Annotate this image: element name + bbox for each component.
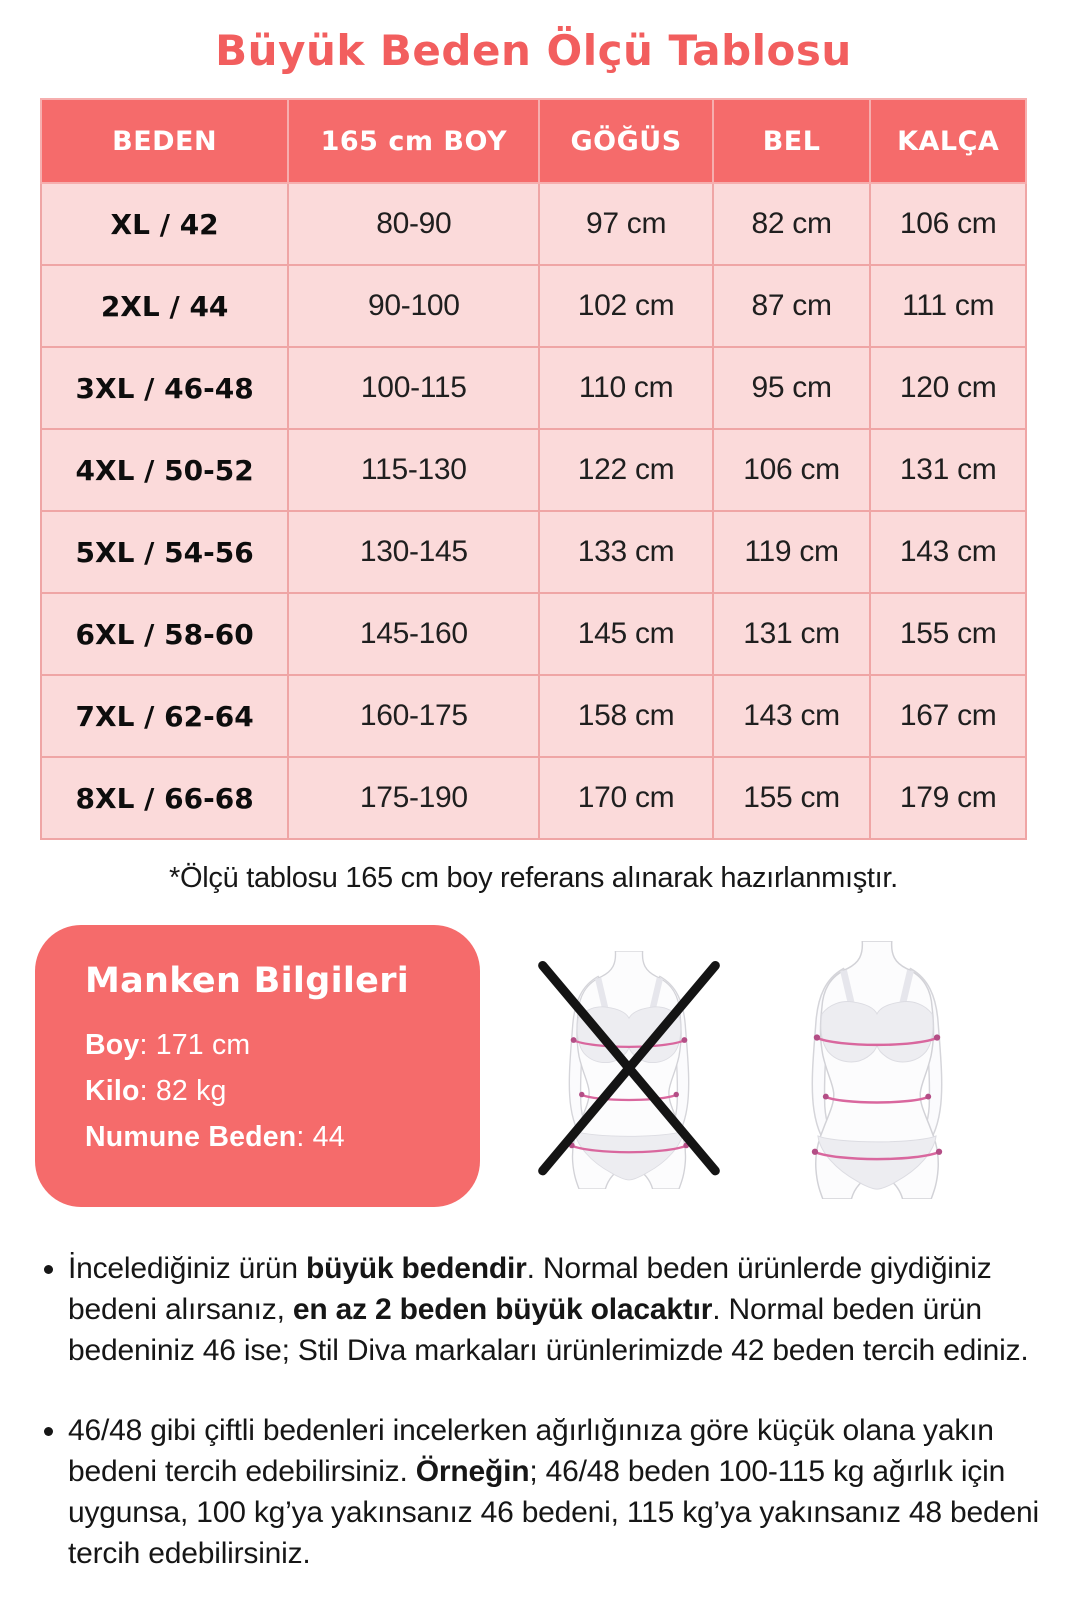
measure-cell: 100-115 <box>287 346 541 430</box>
size-cell: 4XL / 50-52 <box>39 428 290 512</box>
size-cell: 5XL / 54-56 <box>39 510 290 594</box>
table-row: 5XL / 54-56 130-145 133 cm 119 cm 143 cm <box>39 510 1027 594</box>
table-row: 8XL / 66-68 175-190 170 cm 155 cm 179 cm <box>39 756 1027 840</box>
measure-cell: 131 cm <box>869 428 1027 512</box>
table-row: 7XL / 62-64 160-175 158 cm 143 cm 167 cm <box>39 674 1027 758</box>
column-header: 165 cm BOY <box>287 98 541 184</box>
measure-cell: 155 cm <box>711 756 872 840</box>
body-silhouette-plus-icon <box>778 941 976 1199</box>
measure-cell: 82 cm <box>711 182 872 266</box>
measure-cell: 155 cm <box>869 592 1027 676</box>
measure-cell: 111 cm <box>869 264 1027 348</box>
measure-cell: 115-130 <box>287 428 541 512</box>
measure-cell: 175-190 <box>287 756 541 840</box>
measure-cell: 170 cm <box>538 756 714 840</box>
model-info-section: Manken Bilgileri Boy: 171 cm Kilo: 82 kg N… <box>35 925 1034 1207</box>
measure-cell: 143 cm <box>869 510 1027 594</box>
measure-cell: 110 cm <box>538 346 714 430</box>
measure-cell: 87 cm <box>711 264 872 348</box>
model-info-line: Numune Beden: 44 <box>85 1121 345 1153</box>
size-table: BEDEN 165 cm BOY GÖĞÜS BEL KALÇA XL / 42 80-9… <box>39 98 1027 840</box>
model-info-lines: Boy: 171 cm Kilo: 82 kg Numune Beden: 44 <box>85 1029 452 1154</box>
measure-cell: 120 cm <box>869 346 1027 430</box>
measure-cell: 90-100 <box>287 264 541 348</box>
measure-cell: 145-160 <box>287 592 541 676</box>
table-row: 2XL / 44 90-100 102 cm 87 cm 111 cm <box>39 264 1027 348</box>
measure-cell: 80-90 <box>287 182 541 266</box>
measure-cell: 97 cm <box>538 182 714 266</box>
measure-cell: 122 cm <box>538 428 714 512</box>
table-row: XL / 42 80-90 97 cm 82 cm 106 cm <box>39 182 1027 266</box>
measure-cell: 102 cm <box>538 264 714 348</box>
column-header: BEDEN <box>39 98 290 184</box>
measure-cell: 131 cm <box>711 592 872 676</box>
size-cell: 2XL / 44 <box>39 264 290 348</box>
measure-cell: 160-175 <box>287 674 541 758</box>
measure-cell: 95 cm <box>711 346 872 430</box>
size-cell: 8XL / 66-68 <box>39 756 290 840</box>
measure-cell: 179 cm <box>869 756 1027 840</box>
figure-illustrations <box>480 925 1034 1207</box>
model-info-line: Boy: 171 cm <box>85 1029 251 1061</box>
size-cell: 7XL / 62-64 <box>39 674 290 758</box>
page-title: Büyük Beden Ölçü Tablosu <box>215 26 852 75</box>
measure-cell: 106 cm <box>711 428 872 512</box>
measure-cell: 106 cm <box>869 182 1027 266</box>
table-row: 6XL / 58-60 145-160 145 cm 131 cm 155 cm <box>39 592 1027 676</box>
measure-cell: 158 cm <box>538 674 714 758</box>
measure-cell: 145 cm <box>538 592 714 676</box>
model-info-line: Kilo: 82 kg <box>85 1075 227 1107</box>
measure-cell: 167 cm <box>869 674 1027 758</box>
model-info-card: Manken Bilgileri Boy: 171 cm Kilo: 82 kg N… <box>35 925 480 1207</box>
model-info-title: Manken Bilgileri <box>85 961 410 1001</box>
measure-cell: 133 cm <box>538 510 714 594</box>
measure-cell: 130-145 <box>287 510 541 594</box>
info-bullets: İncelediğiniz ürün büyük bedendir. Norma… <box>46 1249 1041 1575</box>
table-footnote: *Ölçü tablosu 165 cm boy referans alınar… <box>169 862 898 894</box>
measure-cell: 143 cm <box>711 674 872 758</box>
size-table-body: XL / 42 80-90 97 cm 82 cm 106 cm 2XL / 44 90-1… <box>39 182 1027 840</box>
body-silhouette-crossed-icon <box>538 951 720 1189</box>
column-header: KALÇA <box>869 98 1027 184</box>
size-cell: 6XL / 58-60 <box>39 592 290 676</box>
size-cell: 3XL / 46-48 <box>39 346 290 430</box>
column-header: GÖĞÜS <box>538 98 714 184</box>
size-cell: XL / 42 <box>39 182 290 266</box>
cross-x-icon <box>538 960 720 1176</box>
size-table-header-row: BEDEN 165 cm BOY GÖĞÜS BEL KALÇA <box>39 98 1027 184</box>
info-bullet: İncelediğiniz ürün büyük bedendir. Norma… <box>68 1249 1041 1371</box>
measure-cell: 119 cm <box>711 510 872 594</box>
column-header: BEL <box>711 98 872 184</box>
table-row: 4XL / 50-52 115-130 122 cm 106 cm 131 cm <box>39 428 1027 512</box>
info-bullet: 46/48 gibi çiftli bedenleri incelerken a… <box>68 1411 1041 1574</box>
table-row: 3XL / 46-48 100-115 110 cm 95 cm 120 cm <box>39 346 1027 430</box>
